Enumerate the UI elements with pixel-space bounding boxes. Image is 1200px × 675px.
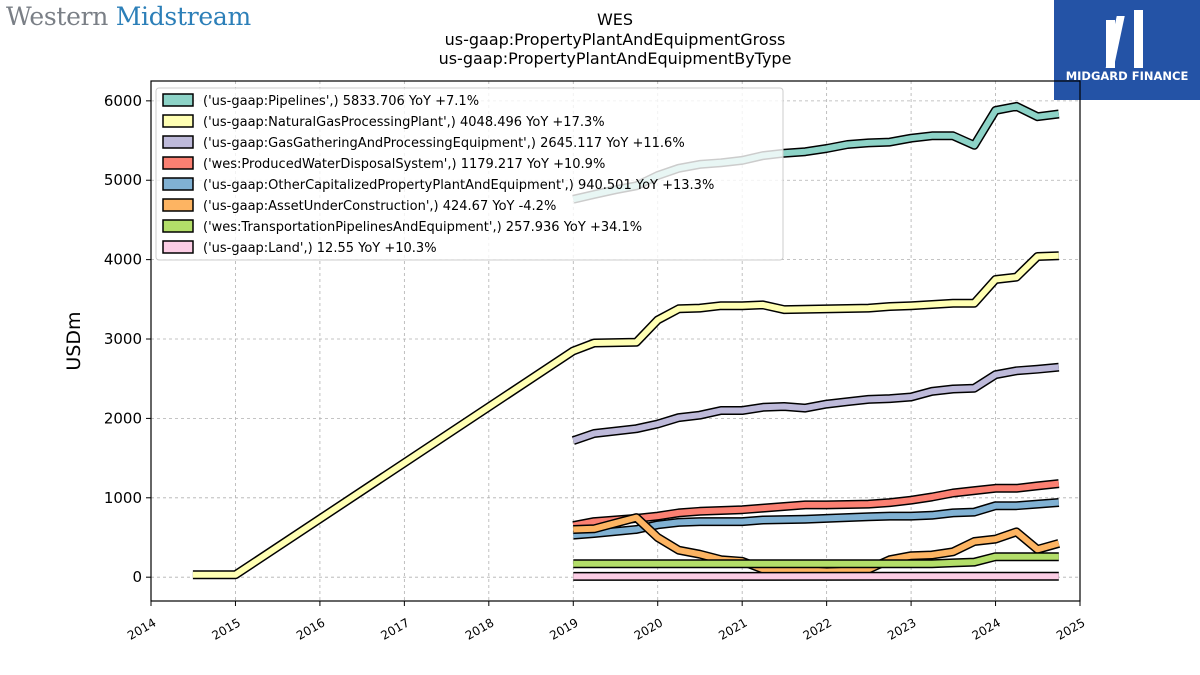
chart-title: WES: [596, 10, 634, 29]
series-line-2: [572, 364, 1060, 444]
legend-entry-5: ('us-gaap:AssetUnderConstruction',) 424.…: [203, 199, 556, 214]
x-tick-label: 2018: [463, 615, 496, 642]
x-tick-label: 2019: [547, 615, 580, 642]
midgard-brand-text: MIDGARD FINANCE: [1065, 69, 1189, 83]
legend-entry-6: ('wes:TransportationPipelinesAndEquipmen…: [203, 220, 642, 235]
series-line-4: [573, 499, 1060, 539]
legend-entry-3: ('wes:ProducedWaterDisposalSystem',) 117…: [203, 157, 605, 172]
legend-swatch-3: [162, 156, 194, 170]
x-tick-label: 2025: [1054, 615, 1087, 642]
x-tick-label: 2017: [378, 615, 411, 642]
legend-entry-2: ('us-gaap:GasGatheringAndProcessingEquip…: [203, 136, 685, 151]
y-tick-label: 0: [132, 568, 142, 586]
y-tick-label: 4000: [104, 251, 142, 269]
midgard-logo-mark-icon: [1105, 10, 1143, 68]
y-axis-label: USDm: [63, 311, 85, 370]
series-line-6: [573, 553, 1059, 567]
series-lines: [192, 101, 1061, 581]
legend-swatch-4: [162, 177, 194, 191]
legend: ('us-gaap:Pipelines',) 5833.706 YoY +7.1…: [155, 87, 784, 261]
y-tick-label: 5000: [104, 171, 142, 189]
midgard-finance-logo: MIDGARD FINANCE: [1054, 0, 1200, 100]
western-midstream-logo: Western Midstream: [6, 2, 251, 31]
legend-swatch-1: [162, 114, 194, 128]
chart-subtitle-2: us-gaap:PropertyPlantAndEquipmentByType: [438, 49, 792, 68]
series-line-3: [572, 480, 1060, 529]
x-tick-label: 2015: [210, 615, 243, 642]
x-tick-label: 2021: [716, 615, 749, 642]
x-tick-label: 2024: [970, 615, 1003, 642]
series-line-1: [192, 252, 1059, 578]
x-tick-label: 2022: [801, 615, 834, 642]
y-tick-label: 6000: [104, 92, 142, 110]
plot-frame: [150, 80, 1081, 602]
legend-entry-4: ('us-gaap:OtherCapitalizedPropertyPlantA…: [203, 178, 714, 193]
legend-entry-0: ('us-gaap:Pipelines',) 5833.706 YoY +7.1…: [203, 94, 479, 109]
y-tick-label: 3000: [104, 330, 142, 348]
x-tick-label: 2016: [294, 615, 327, 642]
y-tick-label: 2000: [104, 409, 142, 427]
x-tick-label: 2014: [125, 615, 158, 642]
y-tick-label: 1000: [104, 489, 142, 507]
chart-titles: WES us-gaap:PropertyPlantAndEquipmentGro…: [380, 10, 850, 69]
chart-subtitle-1: us-gaap:PropertyPlantAndEquipmentGross: [444, 29, 786, 49]
x-tick-label: 2023: [885, 615, 918, 642]
legend-swatch-6: [162, 219, 194, 233]
legend-swatch-2: [162, 135, 194, 149]
legend-swatch-0: [162, 93, 194, 107]
legend-box: [155, 87, 784, 261]
legend-entry-1: ('us-gaap:NaturalGasProcessingPlant',) 4…: [203, 115, 605, 130]
x-tick-label: 2020: [632, 615, 665, 642]
legend-entry-7: ('us-gaap:Land',) 12.55 YoY +10.3%: [203, 241, 437, 256]
series-line-5: [573, 514, 1060, 575]
legend-swatch-5: [162, 198, 194, 212]
legend-swatch-7: [162, 240, 194, 254]
